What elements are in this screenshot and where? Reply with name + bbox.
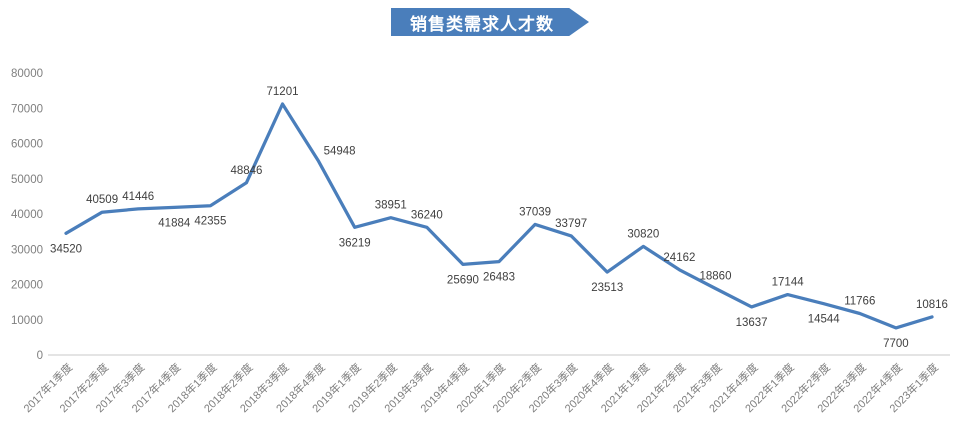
data-point-label: 18860 (699, 271, 731, 283)
data-point-label: 30820 (627, 228, 659, 240)
data-point-label: 17144 (772, 277, 805, 289)
y-axis-tick-label: 50000 (11, 174, 43, 186)
series-line (64, 102, 934, 330)
data-point-label: 42355 (194, 216, 226, 228)
data-point-label: 23513 (591, 282, 623, 294)
data-point-label: 10816 (916, 299, 948, 311)
y-axis-tick-label: 70000 (11, 103, 43, 115)
data-point-label: 26483 (483, 272, 515, 284)
y-axis-tick-label: 80000 (11, 68, 43, 80)
y-axis-tick-label: 10000 (11, 315, 43, 327)
data-point-label: 7700 (883, 338, 909, 350)
data-point-label: 36240 (411, 209, 443, 221)
y-axis-tick-label: 20000 (11, 280, 43, 292)
data-point-label: 34520 (50, 243, 82, 255)
data-point-label: 24162 (663, 252, 695, 264)
data-point-label: 11766 (844, 296, 875, 308)
data-point-label: 41446 (122, 191, 154, 203)
data-point-label: 33797 (555, 218, 587, 230)
data-point-label: 25690 (447, 274, 479, 286)
data-point-label: 41884 (158, 217, 191, 229)
data-point-label: 48846 (230, 165, 262, 177)
data-point-label: 54948 (324, 145, 356, 157)
y-axis-tick-label: 40000 (11, 209, 43, 221)
data-point-label: 40509 (86, 194, 118, 206)
data-point-label: 36219 (339, 237, 371, 249)
y-axis-tick-label: 30000 (11, 244, 43, 256)
data-point-label: 13637 (736, 317, 768, 329)
data-point-label: 71201 (267, 86, 299, 98)
chart-title-banner: 销售类需求人才数 (391, 8, 589, 36)
y-axis-tick-label: 0 (37, 350, 43, 362)
chart-title: 销售类需求人才数 (410, 14, 554, 34)
data-point-label: 14544 (808, 314, 841, 326)
y-axis-tick-label: 60000 (11, 139, 43, 151)
data-point-label: 38951 (375, 200, 407, 212)
data-point-label: 37039 (519, 206, 551, 218)
